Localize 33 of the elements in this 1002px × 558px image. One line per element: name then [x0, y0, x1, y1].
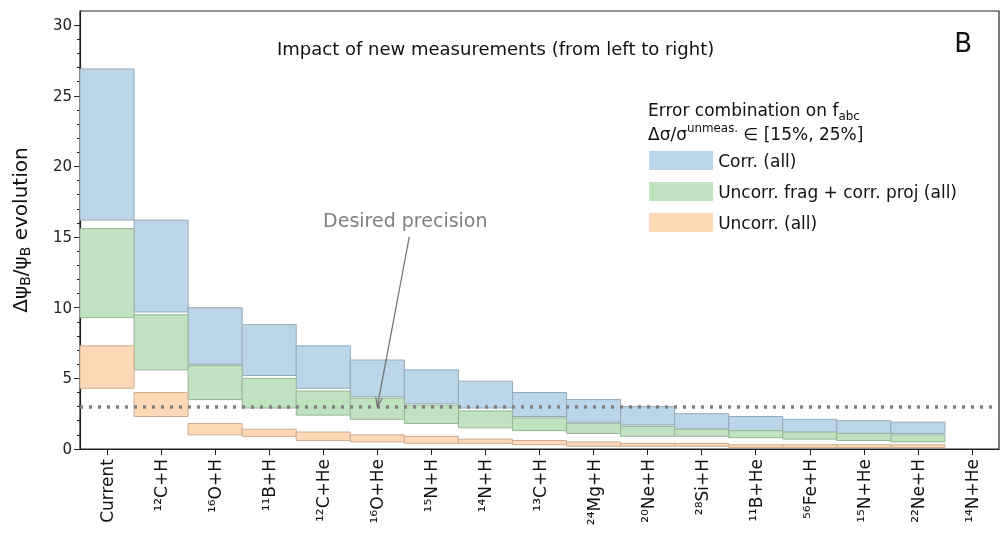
text: Impact of new measurements (from left to right): [277, 37, 715, 59]
annotation: B: [954, 28, 973, 58]
y-tick-label: 10: [52, 298, 72, 317]
x-tick-label: ²⁰Ne+H: [637, 459, 658, 523]
x-tick-label: ¹¹B+H: [259, 459, 280, 512]
x-tick-label: ¹⁴N+He: [961, 459, 982, 523]
legend-label: Corr. (all): [718, 150, 797, 171]
x-tick-label: ¹¹B+He: [745, 459, 766, 522]
bar: [133, 391, 189, 417]
legend-label: Uncorr. frag + corr. proj (all): [718, 181, 958, 202]
y-axis-title: ΔψB/ψB evolution: [8, 147, 33, 313]
annotation: Desired precision: [323, 209, 488, 232]
x-tick-label: ²⁴Mg+H: [583, 459, 604, 526]
y-tick-label: 15: [52, 228, 72, 247]
y-tick-label: 5: [62, 369, 72, 388]
y-tick-label: 30: [52, 16, 72, 35]
legend-label: Uncorr. (all): [718, 212, 818, 233]
y-tick-label: 0: [62, 440, 72, 458]
x-tick-label: ²⁸Si+H: [691, 459, 712, 516]
x-tick-label: ¹³C+H: [529, 459, 550, 512]
y-tick-label: 25: [52, 86, 72, 105]
x-tick-label: ¹⁵N+H: [421, 459, 442, 513]
x-tick-label: ²²Ne+H: [907, 459, 928, 523]
x-tick-label: ¹⁶O+H: [205, 459, 226, 514]
x-tick-label: ¹⁴N+H: [475, 459, 496, 513]
x-tick-label: ¹²C+H: [151, 459, 172, 512]
y-tick-label: 20: [52, 157, 72, 176]
x-tick-label: ¹⁵N+He: [853, 459, 874, 523]
x-tick-label: ⁵⁶Fe+H: [799, 459, 820, 519]
x-tick-label: Current: [97, 458, 118, 523]
x-tick-label: ¹²C+He: [313, 459, 334, 522]
x-tick-label: ¹⁶O+He: [367, 459, 388, 524]
bar: [79, 345, 135, 389]
